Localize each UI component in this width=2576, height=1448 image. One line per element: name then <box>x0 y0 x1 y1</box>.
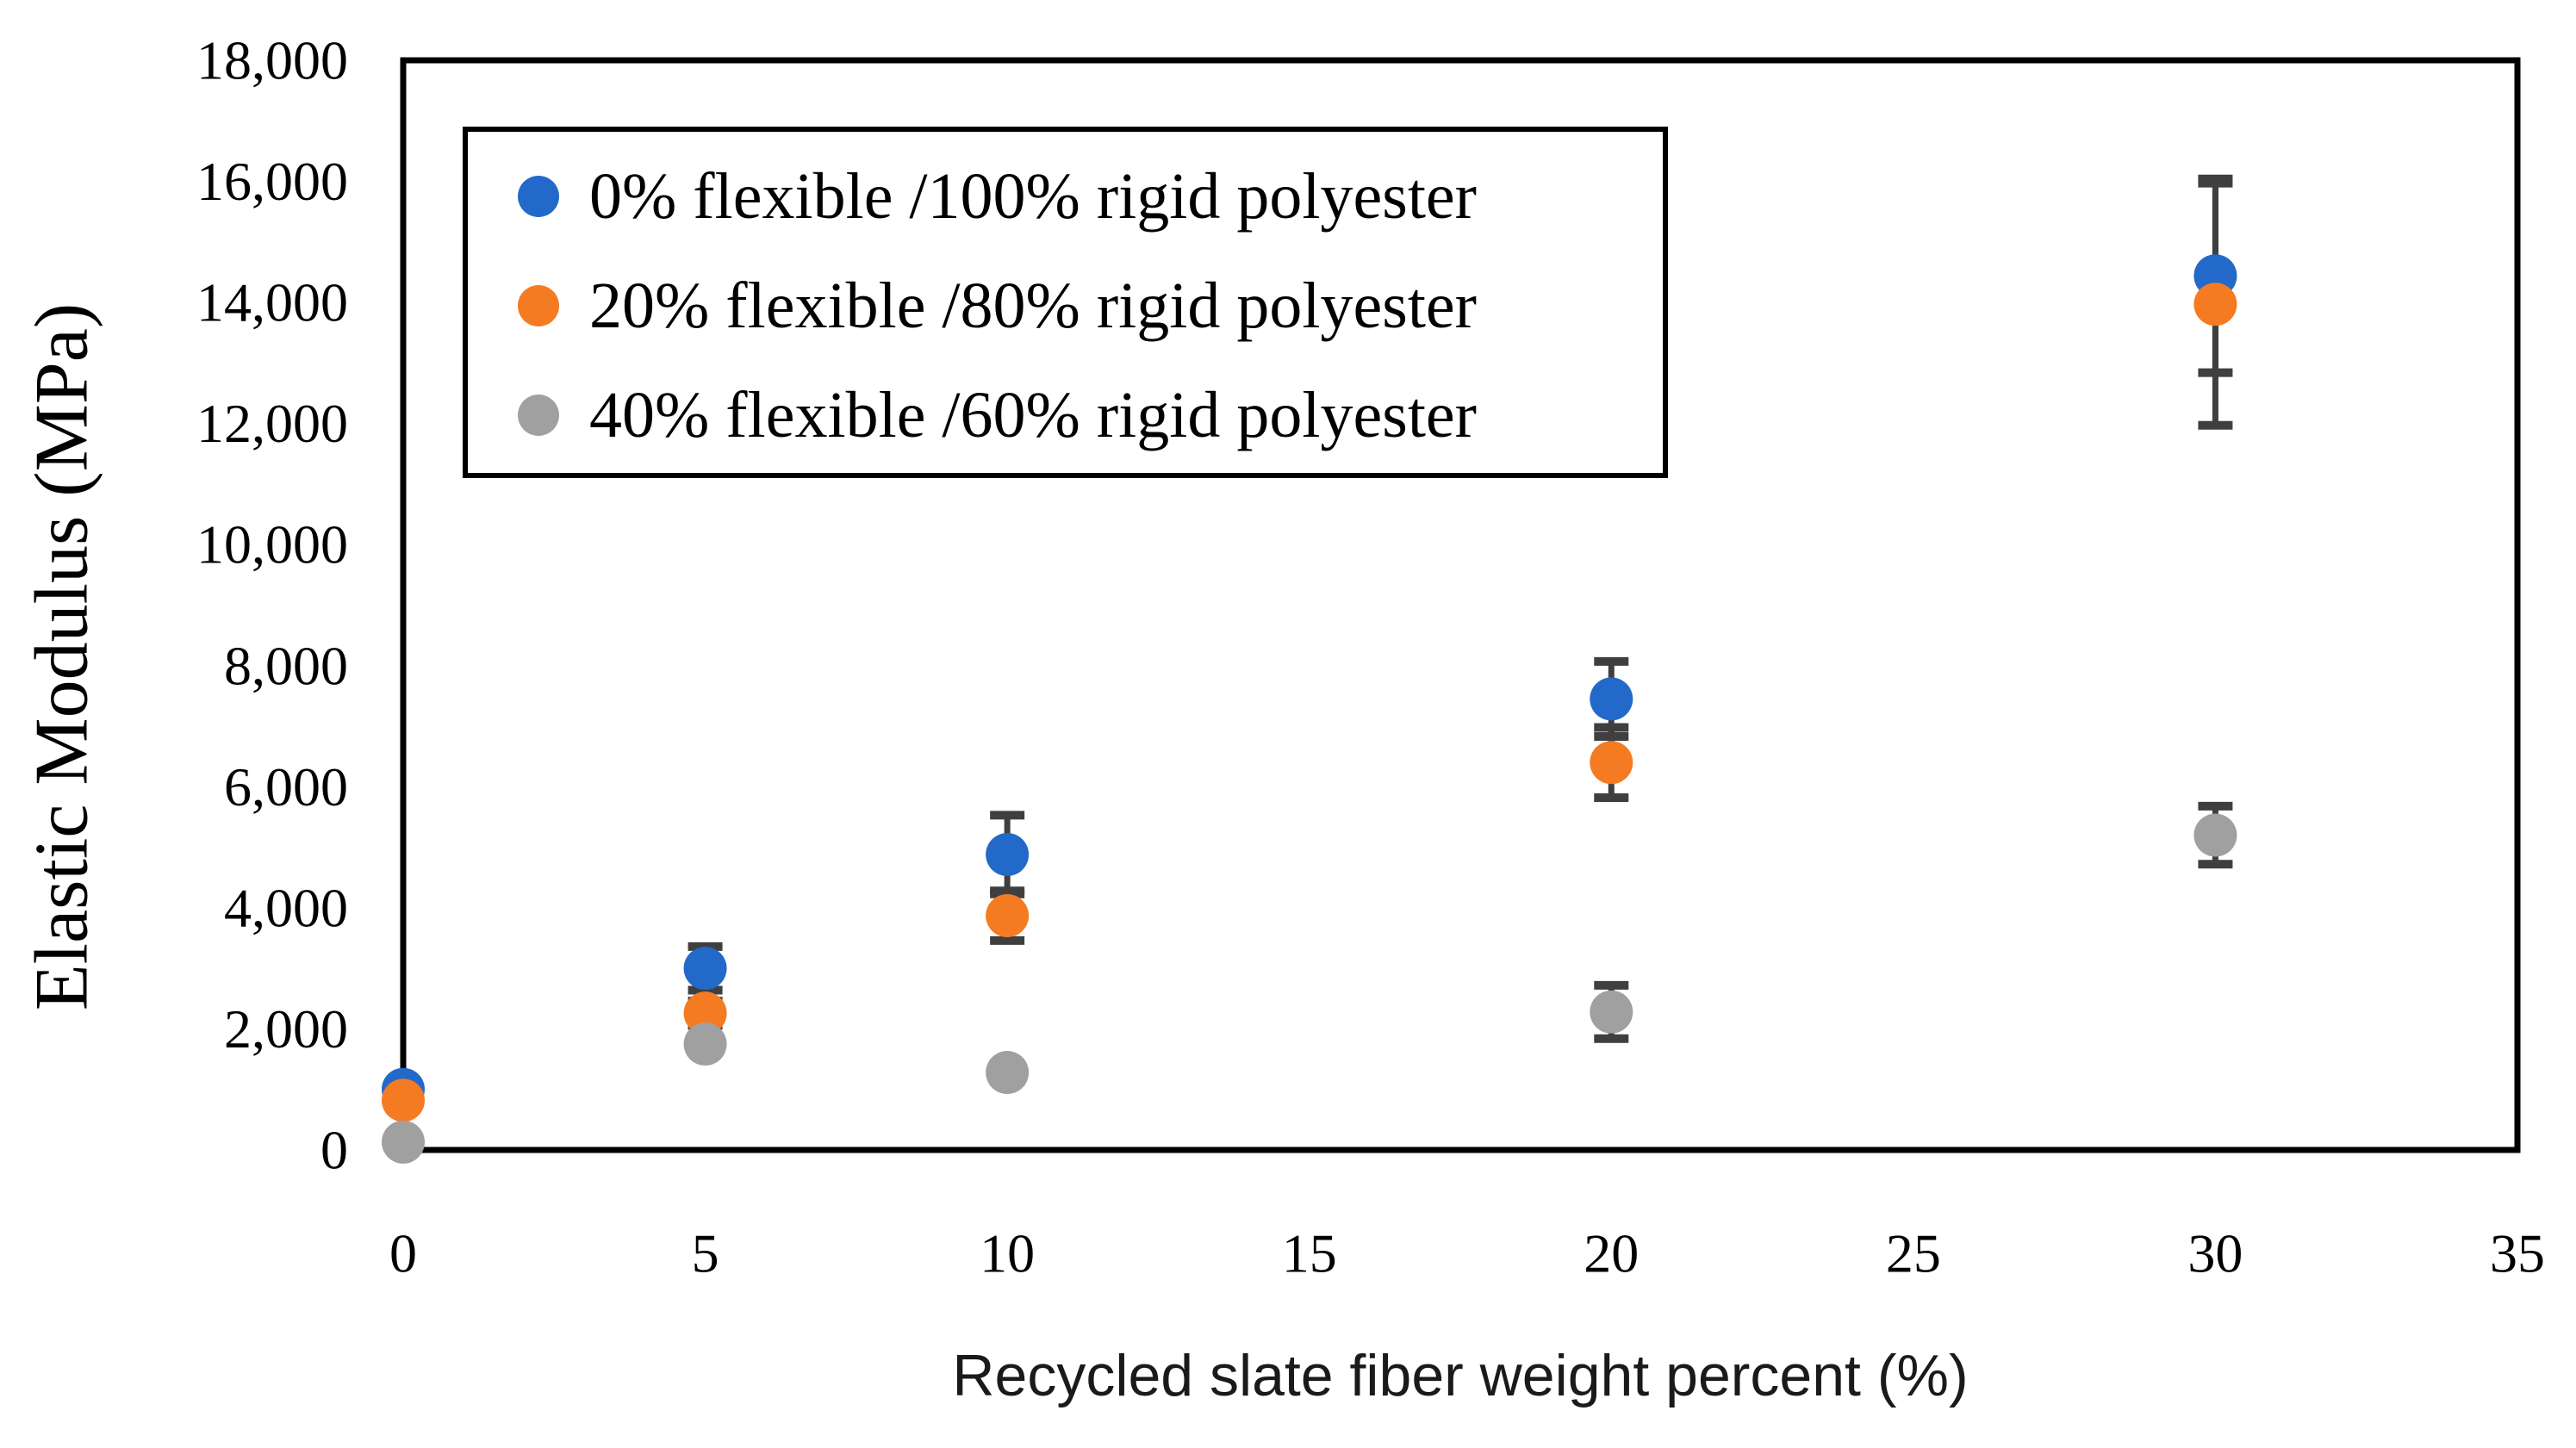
x-axis-tick-labels: 0 5 10 15 20 25 30 35 <box>389 1223 2545 1284</box>
data-point-series2-x10 <box>986 1051 1030 1095</box>
legend-label: 0% flexible /100% rigid polyester <box>589 160 1477 233</box>
y-tick-label: 18,000 <box>196 30 348 91</box>
y-tick-label: 6,000 <box>224 756 348 817</box>
y-tick-label: 16,000 <box>196 151 348 212</box>
legend-label: 40% flexible /60% rigid polyester <box>589 379 1477 451</box>
data-point-series2-x30 <box>2193 813 2237 857</box>
y-tick-label: 14,000 <box>196 272 348 333</box>
legend: 0% flexible /100% rigid polyester 20% fle… <box>463 127 1668 478</box>
legend-box <box>463 127 1668 478</box>
series-1-markers <box>382 283 2237 1122</box>
legend-marker-icon <box>518 395 559 436</box>
legend-marker-icon <box>518 176 559 217</box>
data-point-series1-x20 <box>1590 741 1633 785</box>
y-tick-label: 12,000 <box>196 393 348 454</box>
y-tick-label: 0 <box>320 1120 348 1181</box>
x-tick-label: 35 <box>2490 1223 2545 1284</box>
x-tick-label: 15 <box>1282 1223 1337 1284</box>
legend-marker-icon <box>518 285 559 326</box>
x-tick-label: 0 <box>389 1223 417 1284</box>
x-tick-label: 30 <box>2187 1223 2243 1284</box>
y-axis-tick-labels: 0 2,000 4,000 6,000 8,000 10,000 12,000 14,000 1… <box>196 30 348 1181</box>
plot-area-frame <box>400 57 2521 1153</box>
y-tick-label: 2,000 <box>224 998 348 1060</box>
x-tick-label: 10 <box>980 1223 1035 1284</box>
legend-entry-1: 20% flexible /80% rigid polyester <box>518 270 1477 342</box>
legend-label: 20% flexible /80% rigid polyester <box>589 270 1477 342</box>
x-tick-label: 20 <box>1584 1223 1639 1284</box>
data-point-series1-x30 <box>2193 283 2237 326</box>
x-axis-title: Recycled slate fiber weight percent (%) <box>952 1343 1968 1408</box>
data-point-series1-x0 <box>382 1078 425 1122</box>
x-tick-label: 5 <box>692 1223 719 1284</box>
data-point-series0-x10 <box>986 833 1030 877</box>
x-tick-label: 25 <box>1886 1223 1941 1284</box>
y-tick-label: 8,000 <box>224 635 348 696</box>
data-point-series2-x5 <box>683 1022 727 1066</box>
legend-entry-0: 0% flexible /100% rigid polyester <box>518 160 1477 233</box>
y-tick-label: 10,000 <box>196 514 348 575</box>
data-point-series0-x5 <box>683 947 727 991</box>
y-axis-title: Elastic Modulus (MPa) <box>21 303 104 1010</box>
y-tick-label: 4,000 <box>224 877 348 938</box>
data-point-series0-x20 <box>1590 677 1633 721</box>
data-point-series2-x0 <box>382 1120 425 1164</box>
data-point-series2-x20 <box>1590 990 1633 1034</box>
data-point-series1-x5 <box>683 991 727 1035</box>
legend-entry-2: 40% flexible /60% rigid polyester <box>518 379 1477 451</box>
series-2-markers <box>382 813 2237 1164</box>
data-point-series1-x10 <box>986 894 1030 938</box>
